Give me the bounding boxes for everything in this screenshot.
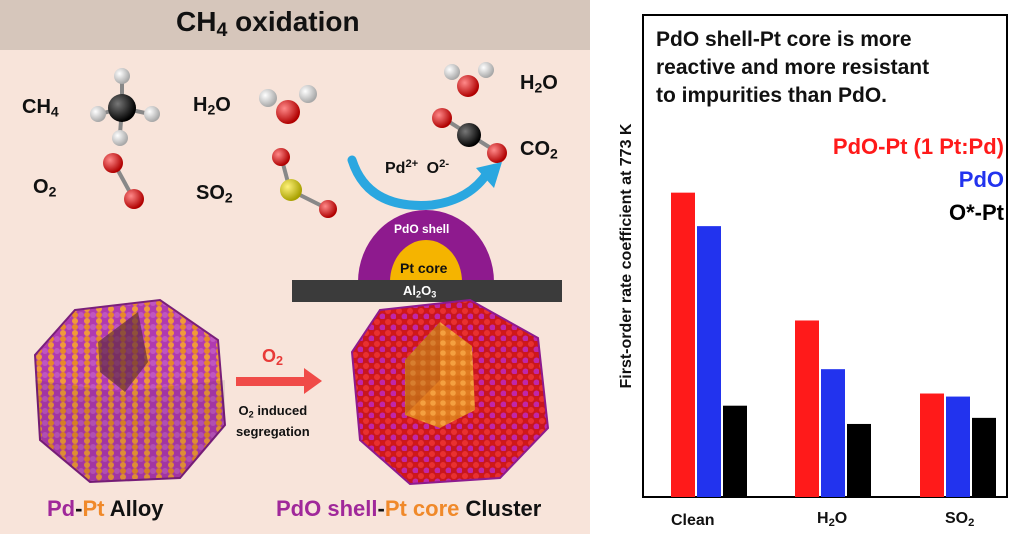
label-segregation-note: O2 induced segregation	[236, 403, 310, 440]
pt-core	[390, 240, 462, 282]
label-ch4: CH4	[22, 96, 59, 120]
ch4-molecule	[90, 68, 160, 146]
panel-title: CH4 oxidation	[176, 6, 360, 41]
statement-line: reactive and more resistant	[656, 56, 930, 79]
x-tick-label-so2: SO2	[945, 510, 975, 529]
label-pt-core: Pt core	[400, 260, 448, 276]
statement: PdO shell-Pt core is more reactive and m…	[656, 26, 929, 110]
left-panel	[0, 0, 590, 534]
x-tick-label-h2o: H2O	[817, 510, 848, 529]
legend-item-o-pt: O*-Pt	[949, 200, 1004, 225]
legend-item-pdo: PdO	[958, 167, 1004, 192]
statement-line: to impurities than PdO.	[656, 84, 888, 107]
o2-molecule	[103, 153, 144, 209]
h2o-molecule-left	[259, 85, 317, 124]
label-h2o-left: H2O	[193, 94, 231, 118]
reaction-curved-arrow	[347, 155, 502, 210]
core-shell-schematic	[292, 210, 562, 302]
label-pd-o-exchange: Pd2+ O2-	[385, 158, 450, 178]
pdo-shell-pt-core-cluster	[350, 298, 550, 486]
label-so2: SO2	[196, 182, 233, 206]
so2-molecule	[272, 148, 337, 218]
segregation-arrow	[236, 368, 322, 394]
legend-item-pdo-pt: PdO-Pt (1 Pt:Pd)	[832, 134, 1004, 159]
al2o3-support	[292, 280, 562, 302]
chart-frame	[642, 14, 1008, 498]
caption-pd-pt-alloy: Pd-Pt Alloy	[47, 496, 164, 521]
caption-pdo-shell-pt-core-cluster: PdO shell-Pt core Cluster	[276, 496, 542, 521]
x-tick-label-clean: Clean	[671, 512, 715, 529]
title-bar	[0, 0, 590, 50]
label-pdo-shell: PdO shell	[394, 222, 450, 236]
statement-line: PdO shell-Pt core is more	[656, 28, 912, 51]
pd-pt-alloy-cluster	[33, 298, 227, 484]
co2-molecule	[432, 108, 507, 163]
label-o2: O2	[33, 176, 57, 200]
label-al2o3: Al2O3	[403, 283, 437, 300]
label-arrow-o2: O2	[262, 346, 284, 369]
h2o-molecule-right	[444, 62, 494, 97]
label-h2o-right: H2O	[520, 72, 558, 96]
label-co2: CO2	[520, 138, 558, 162]
